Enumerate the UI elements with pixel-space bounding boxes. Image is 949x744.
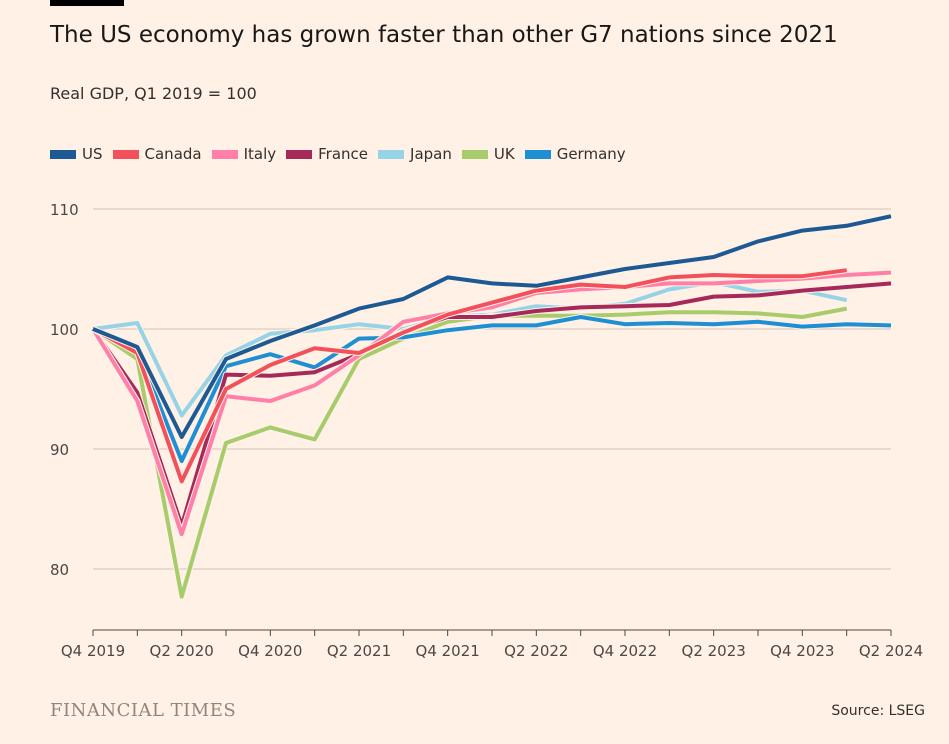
x-tick-label: Q2 2021 (327, 642, 391, 660)
legend-item-us: US (50, 145, 103, 163)
chart-title: The US economy has grown faster than oth… (50, 22, 838, 48)
legend-swatch (524, 149, 551, 159)
legend-item-uk: UK (461, 145, 515, 163)
x-tick-label: Q4 2019 (61, 642, 125, 660)
chart-subtitle: Real GDP, Q1 2019 = 100 (50, 84, 257, 103)
series-line-germany (92, 315, 892, 463)
x-tick-label: Q4 2021 (416, 642, 480, 660)
legend-label: Germany (556, 145, 626, 163)
legend-swatch (378, 149, 405, 159)
y-tick-label: 80 (50, 561, 69, 579)
legend-label: UK (493, 145, 515, 163)
legend-label: France (318, 145, 369, 163)
x-tick-label: Q2 2023 (682, 642, 746, 660)
legend-label: Canada (144, 145, 202, 163)
header-bar (50, 0, 124, 6)
legend-item-italy: Italy (211, 145, 277, 163)
y-tick-label: 100 (50, 321, 79, 339)
y-tick-label: 90 (50, 441, 69, 459)
legend-label: US (82, 145, 103, 163)
series-line-us (92, 214, 892, 439)
y-tick-label: 110 (50, 201, 79, 219)
x-tick-label: Q2 2024 (859, 642, 923, 660)
brand-logo: FINANCIAL TIMES (50, 700, 237, 721)
x-tick-label: Q2 2020 (150, 642, 214, 660)
source-note: Source: LSEG (831, 703, 925, 719)
x-tick-label: Q2 2022 (504, 642, 568, 660)
legend: US Canada Italy France Japan UK Germany (50, 145, 626, 163)
legend-swatch (461, 149, 488, 159)
legend-label: Italy (243, 145, 277, 163)
legend-item-japan: Japan (378, 145, 452, 163)
x-tick-label: Q4 2023 (770, 642, 834, 660)
x-tick-label: Q4 2022 (593, 642, 657, 660)
legend-swatch (286, 149, 313, 159)
series-line-canada (92, 268, 847, 484)
legend-item-canada: Canada (112, 145, 202, 163)
legend-swatch (211, 149, 238, 159)
series-line-italy (91, 270, 892, 537)
x-tick-label: Q4 2020 (238, 642, 302, 660)
legend-swatch (112, 149, 139, 159)
series-line-france (91, 281, 892, 528)
legend-label: Japan (410, 145, 452, 163)
legend-swatch (50, 149, 76, 159)
legend-item-germany: Germany (524, 145, 626, 163)
legend-item-france: France (286, 145, 368, 163)
